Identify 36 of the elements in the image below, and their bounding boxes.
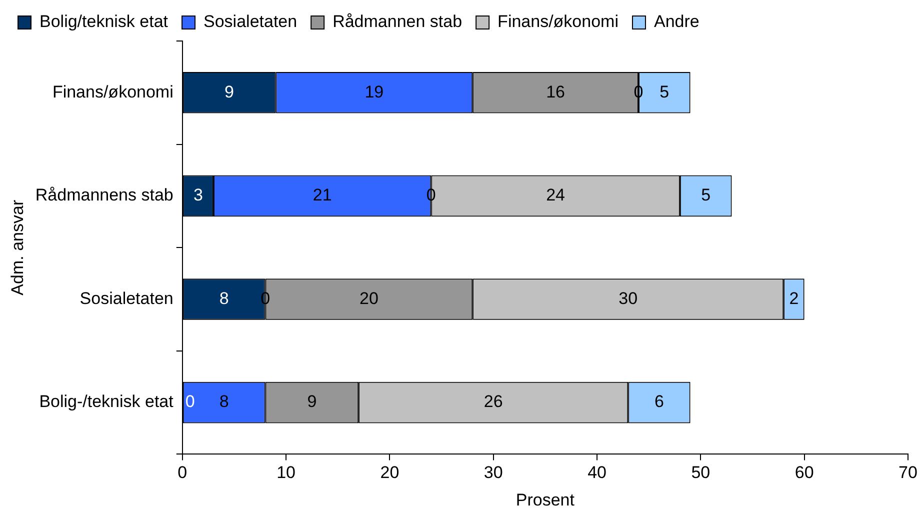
data-label: 19 — [364, 82, 384, 102]
data-label: 16 — [546, 82, 566, 102]
legend-label: Sosialetaten — [204, 12, 298, 32]
data-label: 8 — [219, 392, 229, 412]
legend-label: Rådmannen stab — [332, 12, 462, 32]
x-tick-label: 70 — [898, 463, 918, 482]
annotation: 0 — [185, 392, 195, 412]
x-tick-label: 40 — [588, 463, 606, 482]
data-label: 9 — [224, 82, 234, 102]
x-tick-label: 20 — [380, 463, 400, 482]
data-label: 21 — [312, 186, 332, 205]
data-label: 6 — [654, 392, 664, 412]
data-label: 8 — [219, 288, 229, 308]
legend-label: Bolig/teknisk etat — [40, 12, 168, 32]
data-label: 5 — [660, 82, 670, 102]
y-tick-label: Rådmannens stab — [35, 186, 174, 205]
y-tick-label: Finans/økonomi — [52, 82, 174, 102]
data-label: 26 — [484, 392, 503, 412]
x-tick-label: 30 — [484, 463, 503, 482]
data-label: 24 — [546, 186, 566, 205]
legend-label: Finans/økonomi — [498, 12, 618, 32]
data-label: 20 — [360, 288, 378, 308]
data-label: 5 — [701, 186, 711, 205]
data-label: 3 — [193, 186, 203, 205]
legend-label: Andre — [654, 12, 700, 32]
y-tick-label: Sosialetaten — [80, 288, 174, 308]
x-tick-label: 10 — [276, 463, 296, 482]
x-tick-label: 50 — [691, 463, 710, 482]
data-label: 2 — [789, 288, 799, 308]
x-tick-label: 0 — [178, 463, 188, 482]
x-axis-title: Prosent — [516, 490, 575, 510]
data-label: 9 — [307, 392, 317, 412]
data-label: 30 — [618, 288, 638, 308]
y-tick-label: Bolig-/teknisk etat — [39, 392, 174, 412]
y-axis-title: Adm. ansvar — [8, 200, 27, 296]
x-tick-label: 60 — [794, 463, 814, 482]
